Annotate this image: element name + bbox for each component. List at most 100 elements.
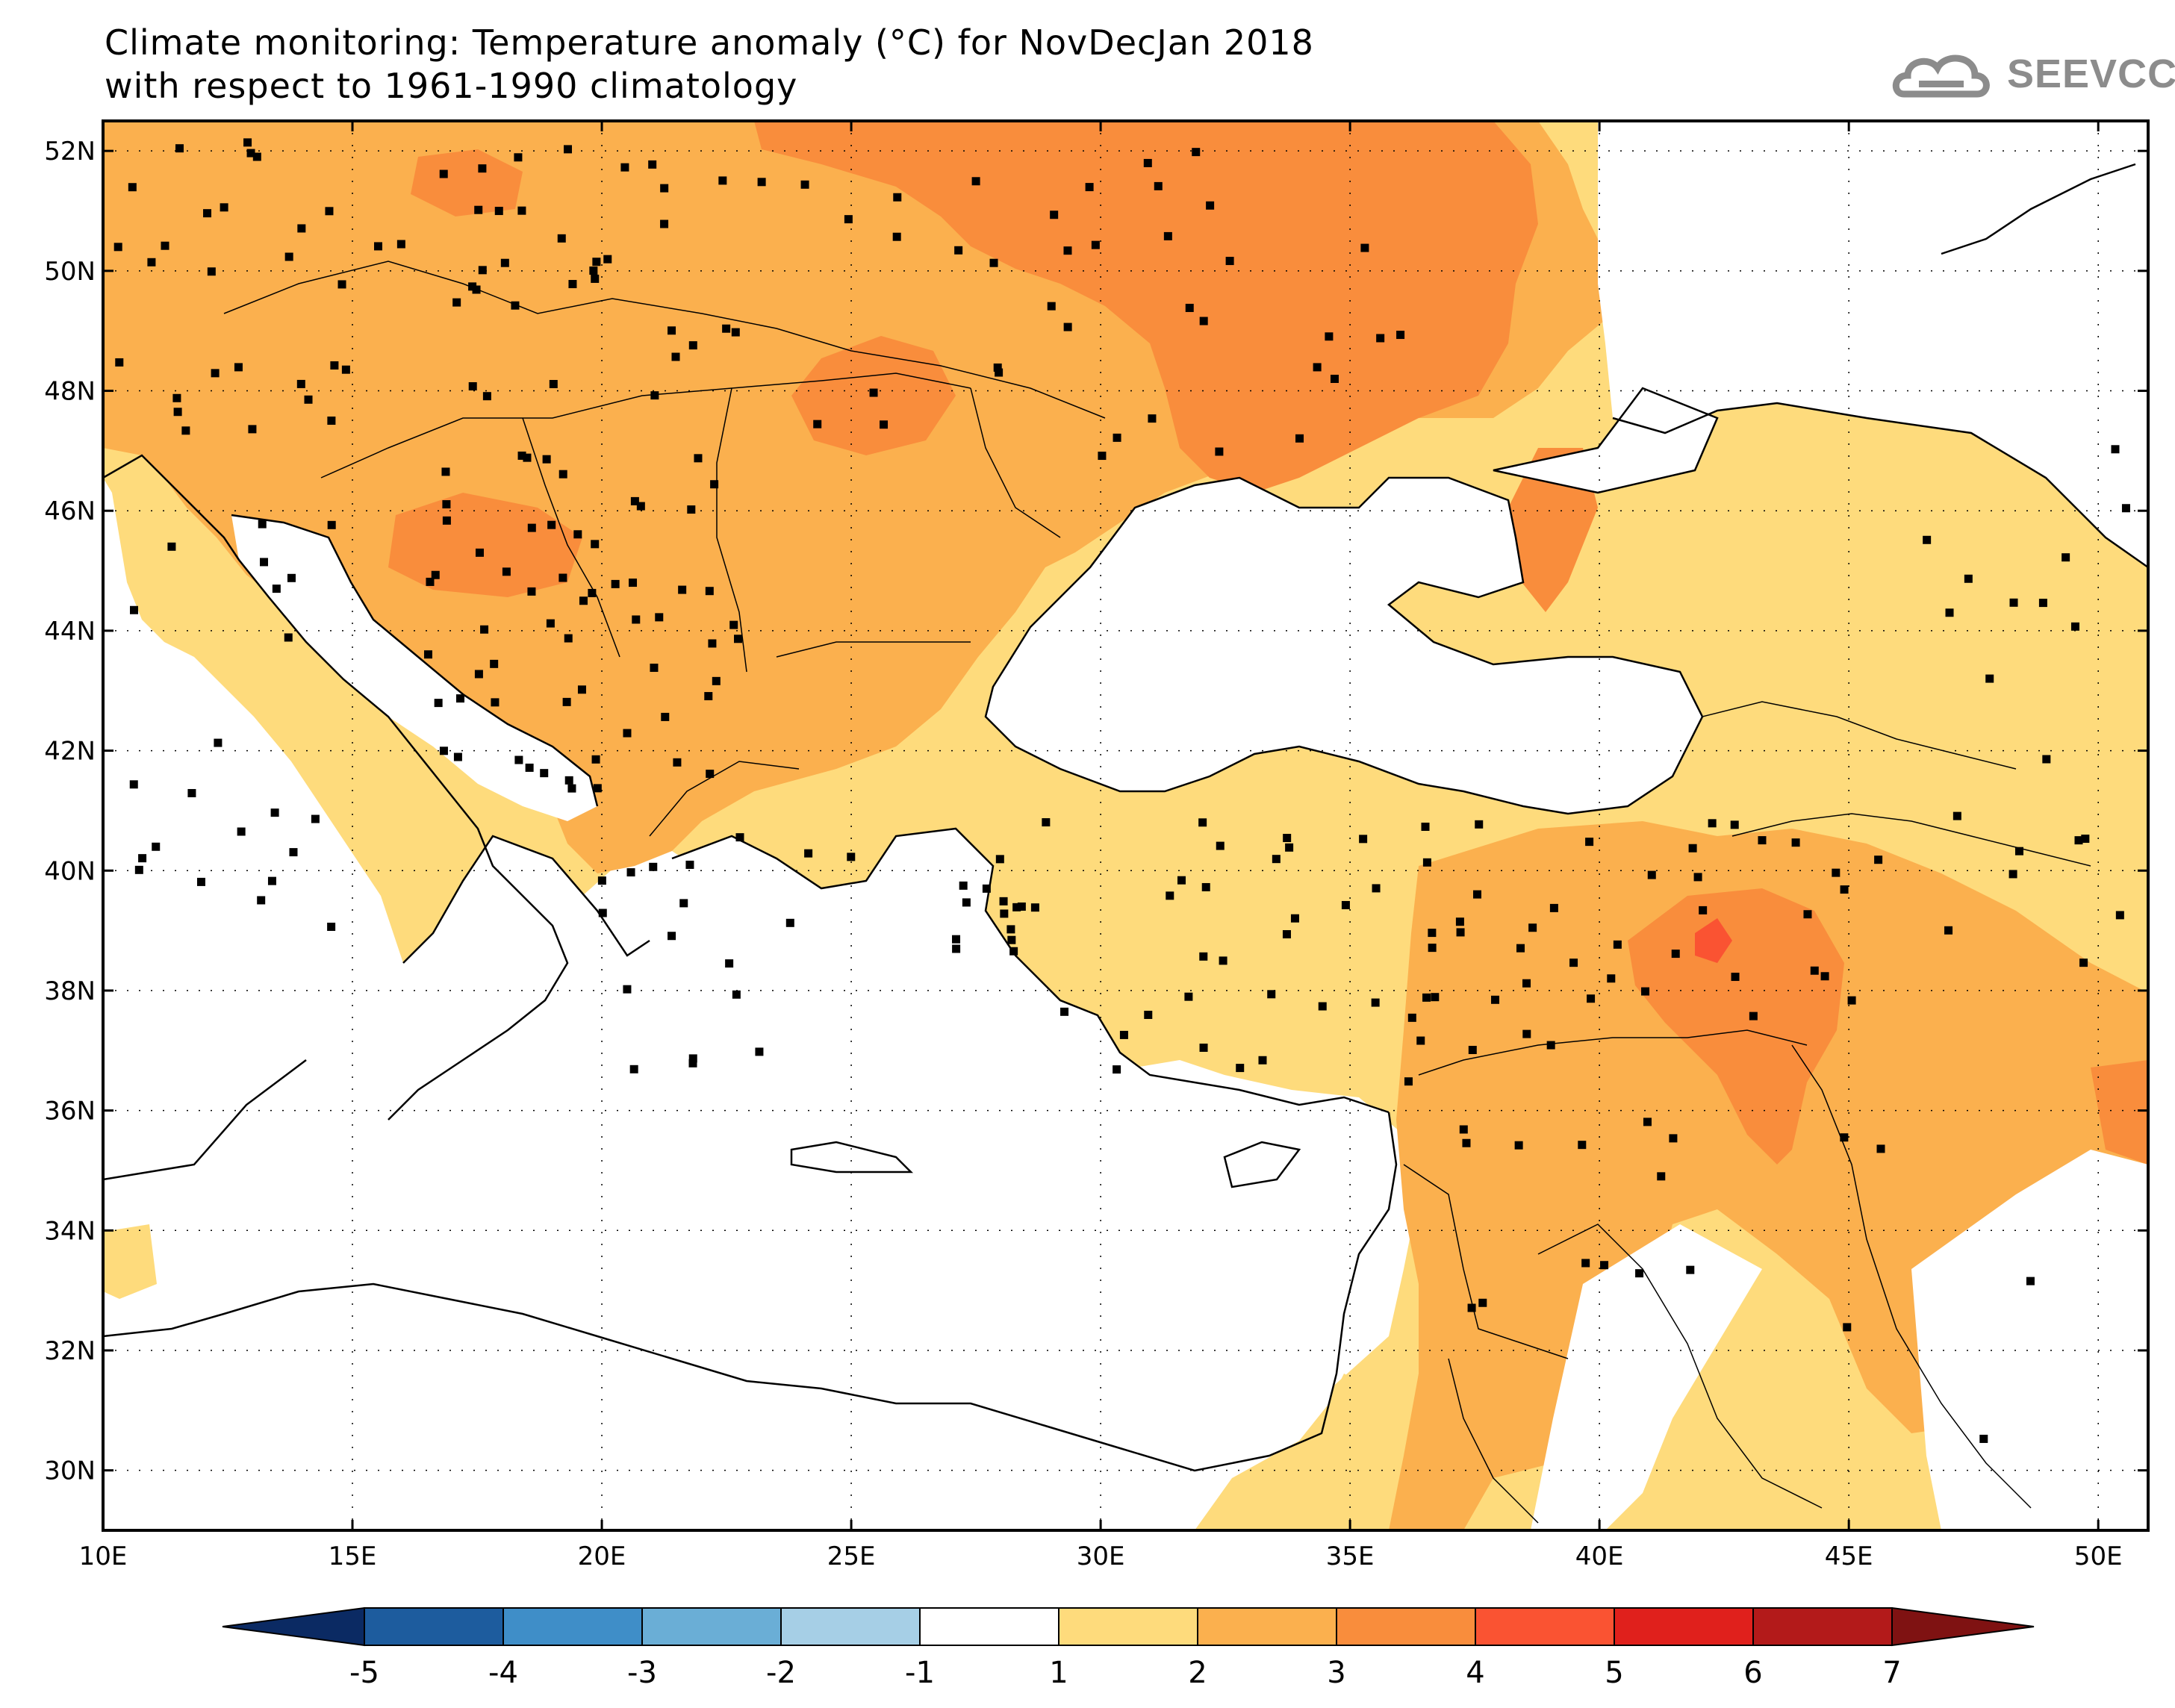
station-marker: [589, 267, 598, 275]
station-marker: [468, 381, 477, 390]
station-marker: [1522, 1029, 1531, 1038]
black-sea: [986, 478, 1702, 814]
station-marker: [1372, 884, 1381, 893]
adriatic-sea: [231, 515, 597, 821]
station-marker: [1030, 903, 1039, 912]
station-marker: [2062, 553, 2070, 562]
lat-tick-label: 46N: [44, 496, 96, 526]
station-marker: [252, 152, 261, 161]
station-marker: [426, 577, 435, 586]
station-marker: [755, 1047, 764, 1056]
station-marker: [525, 763, 534, 772]
station-marker: [2038, 599, 2047, 608]
station-marker: [1421, 822, 1430, 831]
station-marker: [971, 177, 980, 186]
lat-tick-label: 40N: [44, 856, 96, 886]
station-marker: [341, 365, 350, 374]
station-marker: [1201, 882, 1210, 891]
colorbar: -5 -4 -3 -2 -1 1 2 3 4 5 6 7: [222, 1606, 2035, 1690]
station-marker: [287, 573, 296, 582]
station-marker: [813, 420, 822, 428]
station-marker: [1522, 979, 1531, 988]
station-marker: [757, 178, 766, 187]
station-marker: [267, 876, 276, 885]
station-marker: [1371, 998, 1380, 1007]
station-marker: [325, 207, 334, 216]
station-marker: [297, 224, 306, 233]
station-marker: [636, 502, 645, 511]
station-marker: [1641, 987, 1650, 996]
colorbar-segment: [1475, 1607, 1615, 1646]
station-marker: [673, 758, 682, 767]
station-marker: [1166, 891, 1174, 900]
station-marker: [734, 635, 743, 643]
station-marker: [1749, 1012, 1758, 1020]
station-marker: [603, 255, 612, 264]
lon-tick-label: 35E: [1326, 1542, 1375, 1571]
station-marker: [962, 898, 971, 907]
station-marker: [514, 755, 523, 764]
station-marker: [785, 918, 794, 927]
station-marker: [1840, 1133, 1849, 1142]
station-marker: [568, 280, 577, 289]
station-marker: [2081, 835, 2090, 844]
station-marker: [999, 897, 1008, 906]
station-marker: [1581, 1259, 1590, 1268]
station-marker: [679, 899, 688, 908]
station-marker: [2070, 622, 2079, 631]
lon-tick-label: 50E: [2074, 1542, 2123, 1571]
station-marker: [2026, 1277, 2035, 1285]
station-marker: [152, 842, 161, 851]
station-marker: [1657, 1172, 1666, 1181]
station-marker: [1731, 973, 1740, 982]
station-marker: [629, 579, 638, 587]
station-marker: [893, 193, 902, 202]
station-marker: [246, 149, 255, 158]
station-marker: [668, 932, 676, 941]
station-marker: [2079, 959, 2088, 967]
station-marker: [649, 862, 658, 871]
station-marker: [161, 241, 169, 250]
station-marker: [579, 596, 588, 605]
colorbar-segment: [780, 1607, 921, 1646]
station-marker: [1840, 885, 1849, 894]
colorbar-segment: [1336, 1607, 1476, 1646]
station-marker: [847, 853, 856, 861]
station-marker: [327, 520, 336, 529]
station-marker: [588, 588, 597, 597]
station-marker: [439, 169, 448, 178]
station-marker: [327, 417, 336, 426]
station-marker: [558, 470, 567, 479]
station-marker: [558, 573, 567, 582]
station-marker: [591, 540, 600, 549]
station-marker: [549, 379, 558, 388]
station-marker: [1192, 148, 1201, 157]
station-marker: [995, 855, 1004, 864]
station-marker: [1475, 820, 1484, 829]
station-marker: [431, 570, 440, 579]
station-marker: [1730, 820, 1739, 829]
station-marker: [2009, 598, 2018, 607]
station-marker: [1290, 914, 1299, 923]
lon-tick-label: 15E: [329, 1542, 377, 1571]
station-marker: [1359, 835, 1368, 844]
station-marker: [1647, 870, 1656, 879]
station-marker: [982, 884, 991, 893]
lon-tick-label: 30E: [1077, 1542, 1125, 1571]
map-title: Climate monitoring: Temperature anomaly …: [105, 22, 1314, 63]
station-marker: [1185, 303, 1194, 312]
station-marker: [952, 935, 961, 944]
station-marker: [207, 267, 216, 276]
station-marker: [705, 587, 714, 596]
station-marker: [1671, 950, 1680, 959]
station-marker: [1042, 818, 1051, 827]
station-marker: [1215, 447, 1224, 456]
station-marker: [2074, 836, 2083, 845]
station-marker: [304, 395, 313, 404]
station-marker: [1404, 1077, 1413, 1086]
station-marker: [952, 944, 961, 953]
station-marker: [989, 258, 998, 267]
station-marker: [1282, 930, 1291, 939]
station-marker: [1199, 1043, 1208, 1052]
